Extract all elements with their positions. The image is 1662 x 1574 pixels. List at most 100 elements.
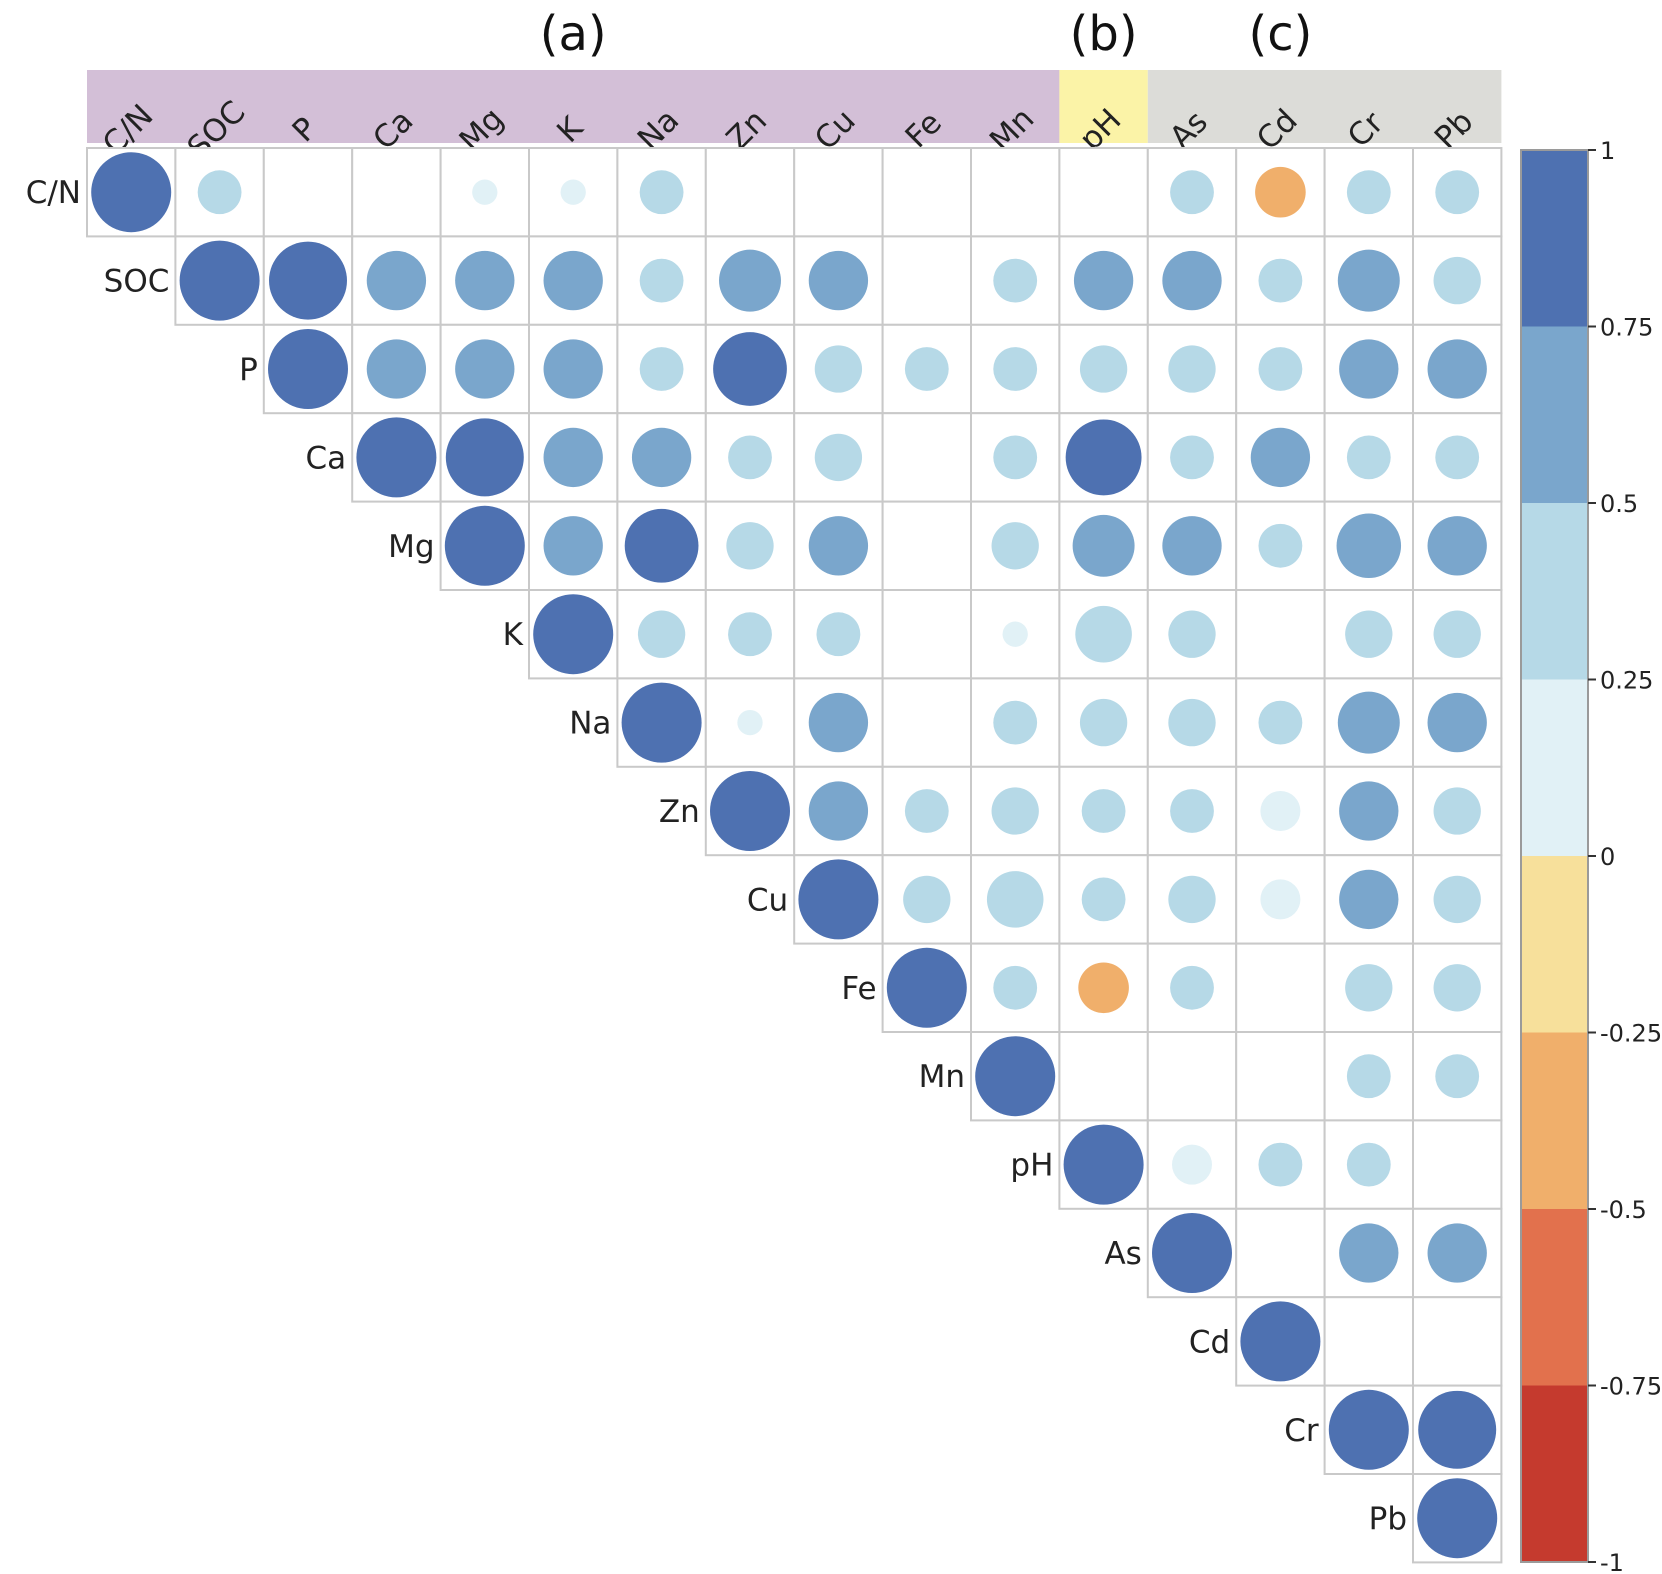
corr-circle-k-k [533, 594, 614, 675]
corr-circle-zn-mn [991, 787, 1039, 835]
corr-circle-k-mn [1002, 621, 1028, 647]
matrix-cell [793, 147, 884, 238]
corr-circle-p-cd [1258, 347, 1303, 391]
corr-circle-cu-ph [1081, 877, 1126, 922]
corr-circle-mg-pb [1427, 516, 1487, 576]
corr-circle-mn-cr [1346, 1054, 1391, 1099]
corr-circle-soc-mg [455, 250, 515, 311]
row-label-cd: Cd [1189, 1324, 1230, 1360]
group-label-3: (c) [1248, 6, 1312, 62]
corr-circle-p-p [268, 329, 348, 409]
colorbar-tick-label: 0.75 [1600, 314, 1653, 342]
corr-circle-zn-cd [1260, 791, 1301, 831]
corr-circle-c-n-soc [197, 170, 242, 215]
corr-circle-zn-cu [808, 781, 869, 841]
group-band-1 [87, 70, 1060, 143]
matrix-cell [881, 500, 972, 592]
corr-circle-p-zn [713, 332, 787, 406]
group-label-2: (b) [1070, 6, 1138, 62]
corr-circle-soc-as [1162, 250, 1222, 311]
matrix-cell [1058, 1031, 1149, 1122]
corr-circle-p-ph [1079, 345, 1128, 393]
corr-circle-ca-as [1170, 435, 1214, 480]
corr-circle-k-as [1168, 610, 1216, 658]
corr-circle-cd-cd [1240, 1301, 1321, 1382]
matrix-cell [970, 147, 1061, 238]
corr-circle-mg-cu [808, 516, 869, 576]
matrix-cell [1058, 147, 1149, 238]
colorbar-tick-label: -0.75 [1600, 1373, 1662, 1401]
corr-circle-k-cr [1345, 610, 1393, 658]
corr-circle-mg-na [624, 508, 699, 583]
corr-circle-fe-ph [1078, 962, 1129, 1014]
corr-circle-k-zn [728, 612, 772, 657]
corr-circle-soc-soc [179, 240, 260, 321]
corr-circle-p-as [1168, 345, 1216, 393]
corr-circle-c-n-cd [1255, 166, 1306, 218]
matrix-cell [881, 235, 972, 326]
colorbar-tick-label: 0.25 [1600, 667, 1653, 695]
corr-circle-soc-na [639, 258, 684, 303]
corr-circle-p-mn [993, 347, 1038, 391]
row-label-c-n: C/N [26, 175, 81, 211]
row-label-zn: Zn [659, 794, 700, 830]
corr-circle-mg-cr [1336, 513, 1402, 579]
matrix-cell [1235, 589, 1326, 680]
corr-circle-p-ca [366, 339, 427, 399]
corr-circle-na-na [621, 682, 702, 763]
corr-circle-na-cu [808, 692, 869, 753]
corr-circle-ca-k [543, 427, 603, 488]
row-label-k: K [503, 617, 524, 653]
row-label-mg: Mg [388, 529, 434, 565]
colorbar-bin-6 [1521, 1032, 1588, 1209]
group-band-2 [1059, 70, 1148, 143]
corr-circle-ph-as [1172, 1144, 1212, 1185]
corr-circle-zn-ph [1081, 789, 1126, 833]
corr-circle-na-as [1168, 698, 1216, 747]
corr-circle-zn-pb [1433, 787, 1481, 835]
corr-circle-na-mn [993, 700, 1038, 745]
matrix-cell [881, 677, 972, 768]
corr-circle-k-na [637, 610, 686, 658]
group-band-3 [1147, 70, 1502, 143]
corr-circle-p-k [543, 339, 603, 399]
corr-circle-c-n-k [560, 179, 586, 205]
group-labels: (a) (b) (c) [540, 6, 1313, 62]
corr-circle-na-zn [737, 709, 763, 736]
row-label-p: P [239, 352, 258, 388]
colorbar-bin-4 [1521, 679, 1588, 856]
corr-circle-pb-pb [1417, 1478, 1498, 1559]
corr-circle-soc-ph [1073, 250, 1134, 311]
corr-circle-soc-cd [1258, 258, 1303, 303]
corr-circle-c-n-as [1170, 170, 1214, 215]
corr-circle-cu-mn [986, 871, 1044, 928]
corr-circle-ca-mn [993, 435, 1038, 480]
corr-circle-c-n-na [639, 170, 684, 215]
corr-circle-fe-mn [993, 965, 1038, 1010]
matrix-cell [1412, 1119, 1503, 1210]
colorbar-bin-5 [1521, 856, 1588, 1033]
matrix-cell [881, 589, 972, 680]
corr-circle-ca-zn [728, 435, 772, 480]
corr-circle-p-fe [904, 347, 949, 391]
corr-circle-ca-cd [1250, 427, 1311, 488]
corr-circle-zn-zn [710, 771, 790, 851]
matrix-cell [1235, 1031, 1326, 1122]
corr-circle-na-ph [1079, 698, 1128, 747]
corr-circle-fe-fe [886, 947, 967, 1028]
corr-circle-mg-k [543, 516, 603, 576]
corr-circle-c-n-cr [1346, 170, 1391, 215]
corr-circle-mg-ph [1072, 514, 1135, 577]
matrix-cell [1146, 1031, 1238, 1122]
corr-circle-soc-mn [993, 258, 1038, 303]
row-label-fe: Fe [841, 971, 876, 1007]
row-label-ph: pH [1010, 1148, 1053, 1184]
corr-circle-k-pb [1433, 610, 1481, 658]
matrix-cell [881, 412, 972, 503]
matrix-cell [1323, 1296, 1414, 1387]
group-header-bands [87, 70, 1502, 143]
colorbar-tick-label: 1 [1600, 137, 1615, 165]
corr-circle-ph-ph [1063, 1124, 1144, 1205]
row-label-mn: Mn [919, 1059, 965, 1095]
row-label-pb: Pb [1369, 1501, 1407, 1537]
